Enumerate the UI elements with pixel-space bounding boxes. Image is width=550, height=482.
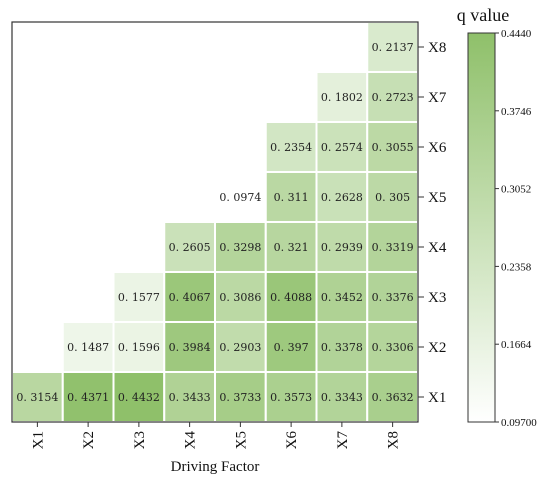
cell-value-label: 0. 305 — [375, 191, 410, 204]
cell-value-label: 0. 2939 — [321, 241, 363, 254]
plot-frame — [11, 21, 419, 423]
heatmap-cell — [315, 271, 369, 323]
cell-value-label: 0. 321 — [274, 241, 309, 254]
heatmap-cell — [112, 271, 166, 323]
cell-value-label: 0. 3733 — [219, 391, 261, 404]
heatmap-cell — [264, 371, 318, 423]
cell-value-label: 0. 1577 — [118, 291, 160, 304]
heatmap-cell — [264, 321, 318, 373]
cell-value-label: 0. 3343 — [321, 391, 363, 404]
colorbar — [467, 32, 496, 423]
colorbar-tick-label: 0.3746 — [501, 106, 532, 118]
colorbar-tick-label: 0.09700 — [501, 417, 537, 429]
cell-value-label: 0. 2354 — [270, 141, 312, 154]
heatmap-cell — [315, 221, 369, 273]
colorbar-ticks: 0.4440 0.3746 0.3052 0.2358 0.1664 0.09700 — [495, 28, 537, 429]
cell-value-label: 0. 4088 — [270, 291, 312, 304]
x-tick-label: X1 — [30, 431, 46, 449]
x-tick-label: X2 — [81, 431, 97, 449]
cell-value-label: 0. 3086 — [219, 291, 261, 304]
cell-value-label: 0. 2903 — [219, 341, 261, 354]
cell-value-label: 0. 3055 — [372, 141, 414, 154]
x-tick-label: X6 — [284, 431, 300, 450]
cell-value-label: 0. 4371 — [67, 391, 109, 404]
heatmap-cell — [163, 271, 216, 323]
cell-value-label: 0. 0974 — [219, 191, 261, 204]
cell-value-label: 0. 2574 — [321, 141, 363, 154]
cell-value-label: 0. 311 — [274, 191, 309, 204]
x-tick-label: X5 — [233, 431, 249, 449]
heatmap-cells: 0. 3154 0. 4371 0. 4432 0. 3433 0. 3733 0. 35… — [11, 21, 419, 423]
y-tick-label: X3 — [428, 290, 446, 306]
colorbar-title: q value — [457, 5, 509, 25]
colorbar-tick-label: 0.3052 — [501, 184, 531, 196]
y-tick-label: X1 — [428, 390, 446, 406]
x-tick-label: X3 — [132, 431, 148, 449]
y-tick-label: X4 — [428, 240, 447, 256]
heatmap-cell — [214, 321, 267, 373]
y-tick-label: X7 — [428, 90, 447, 106]
colorbar-tick-label: 0.4440 — [501, 28, 532, 40]
heatmap-cell — [366, 21, 419, 73]
cell-value-label: 0. 3376 — [372, 291, 414, 304]
y-tick-label: X5 — [428, 190, 446, 206]
cell-value-label: 0. 3452 — [321, 291, 363, 304]
cell-value-label: 0. 3378 — [321, 341, 363, 354]
x-tick-label: X7 — [335, 431, 351, 450]
colorbar-tick-label: 0.2358 — [501, 261, 532, 273]
cell-value-label: 0. 3154 — [16, 391, 58, 404]
y-tick-label: X2 — [428, 340, 446, 356]
heatmap-cell — [61, 321, 115, 373]
cell-value-label: 0. 1487 — [67, 341, 109, 354]
heatmap-cell — [214, 171, 267, 223]
cell-value-label: 0. 3319 — [372, 241, 414, 254]
cell-value-label: 0. 4432 — [118, 391, 160, 404]
heatmap-cell — [315, 171, 369, 223]
heatmap-cell — [264, 271, 318, 323]
heatmap-cell — [264, 171, 318, 223]
x-axis-title: Driving Factor — [171, 459, 260, 475]
cell-value-label: 0. 1802 — [321, 91, 363, 104]
x-tick-label: X4 — [183, 431, 199, 450]
y-tick-label: X6 — [428, 140, 447, 156]
x-tick-label: X8 — [386, 431, 402, 449]
cell-value-label: 0. 3984 — [169, 341, 211, 354]
cell-value-label: 0. 397 — [274, 341, 309, 354]
cell-value-label: 0. 2628 — [321, 191, 363, 204]
colorbar-tick-label: 0.1664 — [501, 339, 532, 351]
cell-value-label: 0. 4067 — [169, 291, 211, 304]
cell-value-label: 0. 1596 — [118, 341, 160, 354]
heatmap-cell — [366, 71, 419, 123]
heatmap-cell — [315, 71, 369, 123]
heatmap-cell — [112, 321, 166, 373]
cell-value-label: 0. 2137 — [372, 41, 414, 54]
axis-ticks: X1 X2 X3 X4 X5 X6 X7 X8 X1 X2 X3 X4 X5 X6 X7 X8 — [30, 40, 446, 449]
cell-value-label: 0. 2723 — [372, 91, 414, 104]
y-tick-label: X8 — [428, 40, 446, 56]
cell-value-label: 0. 3573 — [270, 391, 312, 404]
cell-value-label: 0. 3632 — [372, 391, 414, 404]
cell-value-label: 0. 2605 — [169, 241, 211, 254]
cell-value-label: 0. 3298 — [219, 241, 261, 254]
heatmap-cell — [366, 371, 419, 423]
heatmap-cell — [163, 221, 216, 273]
cell-value-label: 0. 3433 — [169, 391, 211, 404]
heatmap-cell — [264, 121, 318, 173]
cell-value-label: 0. 3306 — [372, 341, 414, 354]
